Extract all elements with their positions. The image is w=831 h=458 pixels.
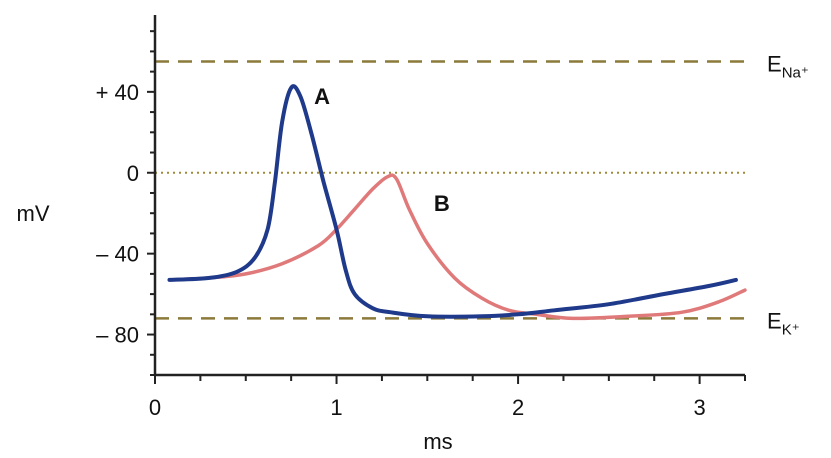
y-tick-label: – 80 [96,323,139,348]
y-tick-label: 0 [127,161,139,186]
axes [147,15,746,384]
series-layer [167,84,747,321]
x-tick-label: 3 [693,395,705,420]
y-tick-label: + 40 [96,80,139,105]
x-axis-title: ms [423,429,452,454]
y-axis-title: mV [17,201,50,226]
reference-lines [155,60,745,320]
series-line-b [167,173,747,321]
x-tick-label: 2 [512,395,524,420]
series-line-a [167,84,738,319]
x-tick-label: 1 [330,395,342,420]
series-label-b: B [434,191,450,216]
series-label-a: A [314,84,330,109]
y-tick-label: – 40 [96,242,139,267]
reference-label-ek: EK⁺ [767,308,800,338]
reference-label-ena: ENa⁺ [767,52,809,82]
x-tick-label: 0 [149,395,161,420]
labels: ENa⁺ EK⁺ + 40 0 – 40 – 80 0 1 2 3 mV ms A B [17,52,809,454]
